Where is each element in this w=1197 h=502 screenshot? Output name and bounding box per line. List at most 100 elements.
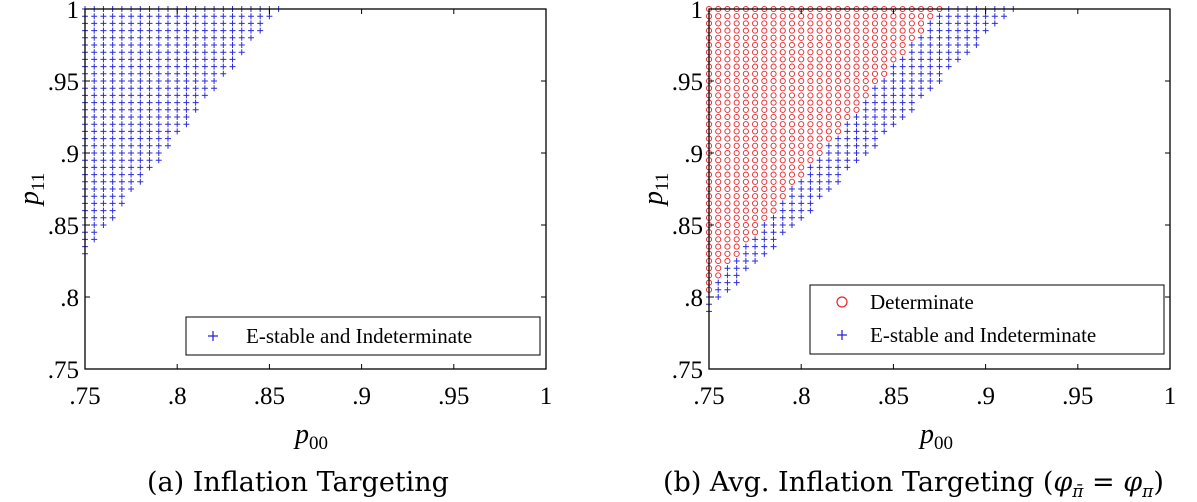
- marker-estable: [109, 200, 116, 207]
- marker-determinate: [761, 99, 768, 106]
- y-tick-label: .85: [672, 213, 703, 240]
- marker-determinate: [788, 135, 796, 142]
- marker-estable: [788, 222, 795, 228]
- marker-estable: [137, 42, 144, 48]
- marker-determinate: [752, 99, 759, 106]
- marker-estable: [798, 200, 805, 207]
- marker-determinate: [835, 128, 842, 135]
- marker-determinate: [807, 113, 814, 121]
- marker-determinate: [825, 41, 832, 49]
- marker-determinate: [752, 13, 759, 20]
- marker-estable: [788, 207, 795, 214]
- marker-estable: [825, 157, 832, 164]
- marker-determinate: [844, 49, 851, 56]
- marker-estable: [918, 92, 925, 99]
- marker-estable: [109, 70, 116, 77]
- marker-estable: [174, 128, 181, 135]
- marker-estable: [155, 56, 162, 63]
- y-tick-label: .75: [672, 357, 703, 384]
- marker-estable: [146, 85, 153, 92]
- marker-determinate: [825, 85, 832, 92]
- marker-determinate: [798, 70, 805, 77]
- marker-determinate: [752, 34, 759, 41]
- marker-estable: [128, 114, 135, 120]
- x-tick-label: .85: [254, 383, 285, 410]
- marker-estable: [164, 70, 171, 77]
- plot-area-frame: [708, 8, 1171, 370]
- marker-determinate: [733, 142, 740, 149]
- marker-determinate: [724, 92, 731, 99]
- marker-determinate: [788, 171, 796, 178]
- marker-determinate: [816, 135, 823, 142]
- marker-determinate: [825, 92, 832, 99]
- marker-estable: [779, 200, 786, 207]
- marker-estable: [146, 135, 153, 142]
- marker-determinate: [733, 243, 740, 250]
- marker-estable: [118, 106, 125, 113]
- marker-estable: [788, 186, 795, 192]
- marker-estable: [109, 78, 116, 84]
- marker-estable: [100, 63, 107, 70]
- marker-determinate: [798, 121, 805, 128]
- marker-estable: [118, 178, 125, 185]
- marker-determinate: [853, 49, 860, 56]
- marker-determinate: [715, 236, 722, 243]
- marker-determinate: [788, 77, 796, 85]
- marker-determinate: [853, 70, 860, 77]
- marker-estable: [890, 99, 897, 106]
- marker-determinate: [733, 221, 740, 229]
- marker-estable: [881, 121, 888, 128]
- marker-estable: [724, 272, 731, 279]
- marker-determinate: [835, 56, 842, 63]
- marker-estable: [91, 78, 98, 84]
- marker-estable: [220, 49, 227, 56]
- marker-estable: [192, 34, 199, 41]
- marker-estable: [192, 13, 199, 20]
- marker-estable: [825, 150, 832, 156]
- marker-estable: [174, 121, 181, 128]
- marker-estable: [918, 56, 925, 63]
- marker-determinate: [715, 185, 722, 193]
- marker-estable: [91, 178, 98, 185]
- marker-determinate: [779, 106, 786, 113]
- marker-estable: [128, 99, 135, 106]
- marker-estable: [174, 27, 181, 34]
- marker-determinate: [724, 99, 731, 106]
- marker-determinate: [807, 149, 814, 157]
- marker-estable: [211, 56, 218, 63]
- x-tick-label: .8: [792, 383, 811, 410]
- marker-estable: [155, 49, 162, 56]
- marker-estable: [100, 13, 107, 20]
- marker-estable: [146, 63, 153, 70]
- marker-estable: [201, 20, 208, 27]
- marker-determinate: [871, 27, 879, 34]
- marker-determinate: [742, 200, 749, 207]
- marker-estable: [816, 186, 823, 192]
- marker-estable: [137, 114, 144, 120]
- marker-estable: [174, 106, 181, 113]
- marker-determinate: [816, 149, 823, 157]
- marker-estable: [211, 42, 218, 48]
- marker-estable: [109, 214, 116, 221]
- marker-estable: [146, 92, 153, 99]
- marker-determinate: [724, 70, 731, 77]
- legend-label-estable: E-stable and Indeterminate: [246, 324, 472, 348]
- marker-determinate: [770, 157, 777, 164]
- marker-estable: [973, 42, 980, 48]
- marker-determinate: [835, 106, 842, 113]
- marker-estable: [266, 13, 273, 20]
- marker-determinate: [770, 135, 777, 142]
- marker-estable: [155, 70, 162, 77]
- marker-determinate: [816, 92, 823, 99]
- marker-estable: [238, 49, 245, 56]
- marker-determinate: [835, 113, 842, 121]
- marker-determinate: [742, 85, 749, 92]
- marker-estable: [835, 157, 842, 164]
- marker-determinate: [742, 77, 749, 85]
- marker-determinate: [761, 56, 768, 63]
- marker-determinate: [908, 27, 915, 34]
- marker-estable: [91, 214, 98, 221]
- marker-determinate: [724, 121, 731, 128]
- marker-determinate: [798, 128, 805, 135]
- marker-estable: [91, 229, 98, 236]
